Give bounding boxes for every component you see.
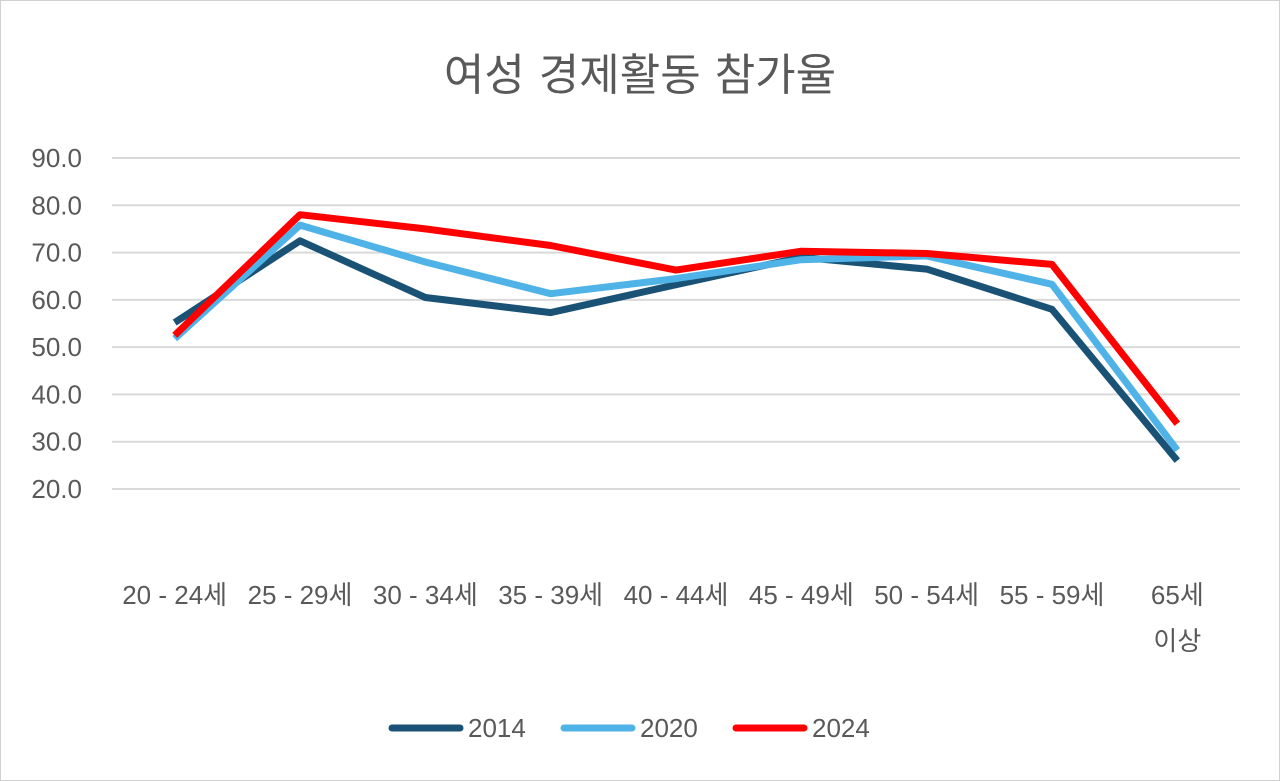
x-tick-label: 45 - 49세 (749, 580, 854, 610)
y-axis-tick-labels: 20.0 30.0 40.0 50.0 60.0 70.0 80.0 90.0 (31, 143, 82, 504)
x-tick-label: 55 - 59세 (1000, 580, 1105, 610)
y-tick-label: 80.0 (31, 190, 82, 220)
series-line-2014 (172, 237, 1180, 463)
y-tick-label: 50.0 (31, 332, 82, 362)
x-axis-tick-labels: 20 - 24세 25 - 29세 30 - 34세 35 - 39세 40 - 44세… (122, 580, 1204, 656)
y-tick-label: 70.0 (31, 238, 82, 268)
x-tick-label: 25 - 29세 (248, 580, 353, 610)
x-tick-label: 50 - 54세 (874, 580, 979, 610)
y-tick-label: 40.0 (31, 379, 82, 409)
x-tick-label: 30 - 34세 (373, 580, 478, 610)
legend-label: 2014 (468, 713, 526, 743)
legend-label: 2024 (812, 713, 870, 743)
chart-title: 여성 경제활동 참가율 (444, 50, 836, 101)
x-tick-label: 35 - 39세 (498, 580, 603, 610)
y-tick-label: 20.0 (31, 474, 82, 504)
series-line-2020 (172, 221, 1181, 453)
x-tick-label: 20 - 24세 (122, 580, 227, 610)
x-tick-label: 65세 이상 (1151, 580, 1204, 656)
y-tick-label: 30.0 (31, 427, 82, 457)
legend-label: 2020 (640, 713, 698, 743)
series-lines (172, 211, 1181, 463)
gridlines (112, 157, 1240, 490)
x-tick-label: 40 - 44세 (624, 580, 729, 610)
y-tick-label: 90.0 (31, 143, 82, 173)
series-line-2024 (172, 211, 1181, 426)
y-tick-label: 60.0 (31, 285, 82, 315)
legend: 2014 2020 2024 (388, 713, 870, 743)
